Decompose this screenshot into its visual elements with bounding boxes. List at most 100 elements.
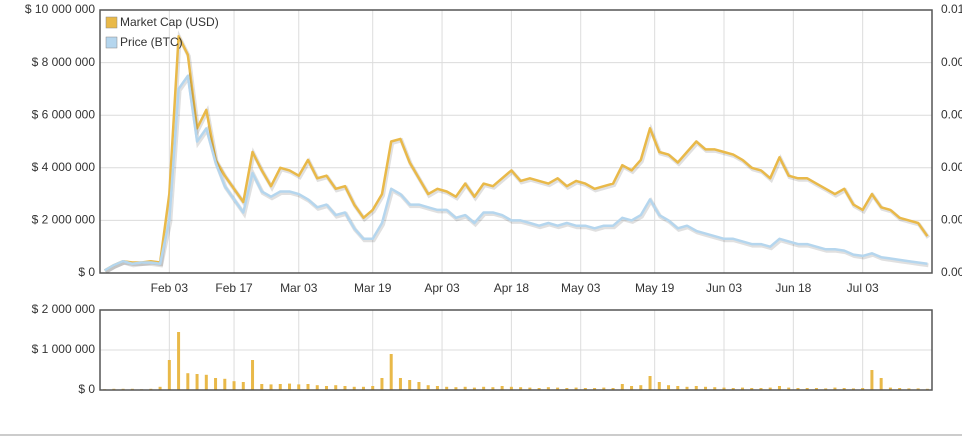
- x-tick-label: Mar 19: [354, 281, 392, 295]
- bar: [676, 386, 680, 390]
- y-tick-label: $ 2 000 000: [32, 213, 96, 227]
- bar: [491, 387, 495, 390]
- bar: [888, 387, 892, 390]
- x-tick-label: Feb 03: [151, 281, 189, 295]
- bar: [445, 386, 449, 390]
- bar: [454, 387, 458, 390]
- bar: [851, 388, 855, 390]
- bar: [805, 388, 809, 390]
- bar: [158, 386, 162, 390]
- bar: [861, 388, 865, 390]
- bar: [472, 387, 476, 390]
- bar: [602, 387, 606, 390]
- bar: [482, 386, 486, 390]
- y2-tick-label: 0.002: [941, 213, 962, 227]
- y2-tick-label: 0.010: [941, 2, 962, 16]
- bar: [288, 383, 292, 390]
- bar: [214, 378, 218, 390]
- bar: [704, 386, 708, 390]
- y2-tick-label: 0.008: [941, 55, 962, 69]
- bar: [620, 384, 624, 390]
- y2-tick-label: 0.000: [941, 265, 962, 279]
- bar: [408, 380, 412, 390]
- bar: [657, 382, 661, 390]
- bar: [361, 386, 365, 390]
- bar: [528, 387, 532, 390]
- bar: [398, 378, 402, 390]
- bar: [306, 384, 310, 390]
- bar: [879, 378, 883, 390]
- bar: [223, 378, 227, 390]
- bar: [833, 387, 837, 390]
- bar: [814, 388, 818, 390]
- bar: [768, 387, 772, 390]
- bar: [750, 388, 754, 390]
- series-line: [103, 35, 929, 272]
- x-tick-label: Jun 18: [775, 281, 811, 295]
- bar: [777, 386, 781, 390]
- series-line: [103, 74, 928, 272]
- y-tick-label: $ 2 000 000: [32, 302, 96, 316]
- bar: [824, 388, 828, 390]
- bar: [167, 360, 171, 390]
- y-tick-label: $ 10 000 000: [25, 2, 95, 16]
- bar: [380, 378, 384, 390]
- bar: [842, 388, 846, 390]
- bar: [759, 388, 763, 390]
- y2-tick-label: 0.004: [941, 160, 962, 174]
- legend-label: Market Cap (USD): [120, 15, 219, 29]
- bar: [667, 385, 671, 390]
- bar: [417, 382, 421, 390]
- plot-frame: [99, 309, 933, 391]
- bar: [435, 386, 439, 390]
- bar: [565, 388, 569, 390]
- bar: [426, 385, 430, 390]
- bar: [463, 386, 467, 390]
- bar: [334, 385, 338, 390]
- bar: [639, 385, 643, 390]
- bar: [232, 381, 236, 390]
- plot-frame: [99, 9, 933, 274]
- bar: [241, 382, 245, 390]
- bar: [787, 387, 791, 390]
- bar: [574, 387, 578, 390]
- bar: [593, 388, 597, 390]
- legend-swatch: [105, 36, 118, 49]
- bar: [352, 386, 356, 390]
- bar: [916, 388, 920, 390]
- bar: [177, 332, 181, 390]
- x-tick-label: Feb 17: [215, 281, 253, 295]
- bar: [389, 354, 393, 390]
- bar: [315, 385, 319, 390]
- bar: [685, 386, 689, 390]
- bar: [694, 386, 698, 390]
- bar: [907, 388, 911, 390]
- bar: [796, 388, 800, 390]
- x-tick-label: Jul 03: [847, 281, 879, 295]
- bar: [722, 387, 726, 390]
- bar: [371, 386, 375, 390]
- bar: [251, 360, 255, 390]
- y2-tick-label: 0.006: [941, 107, 962, 121]
- bar: [898, 388, 902, 390]
- bar: [297, 384, 301, 390]
- bar: [731, 388, 735, 390]
- x-tick-label: May 03: [561, 281, 601, 295]
- bar: [630, 386, 634, 390]
- x-tick-label: Apr 03: [424, 281, 460, 295]
- bar: [519, 387, 523, 390]
- x-tick-label: Apr 18: [494, 281, 530, 295]
- bar: [343, 386, 347, 390]
- bar: [740, 387, 744, 390]
- y-tick-label: $ 8 000 000: [32, 55, 96, 69]
- bar: [204, 374, 208, 390]
- y-tick-label: $ 1 000 000: [32, 342, 96, 356]
- bar: [500, 386, 504, 390]
- bar: [260, 384, 264, 390]
- y-tick-label: $ 4 000 000: [32, 160, 96, 174]
- y-tick-label: $ 0: [78, 265, 95, 279]
- plot-background: [100, 10, 932, 273]
- bar: [556, 387, 560, 390]
- bar: [278, 384, 282, 390]
